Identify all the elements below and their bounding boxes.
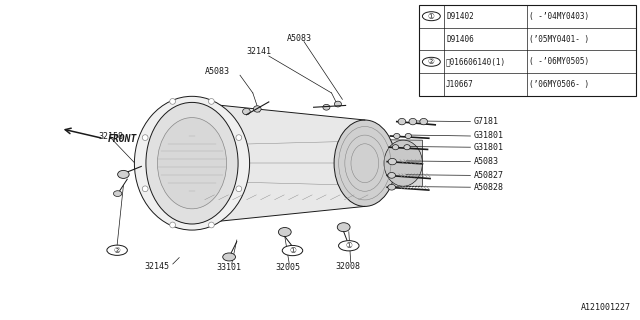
Text: A5083: A5083 [474,157,499,166]
Text: 32158: 32158 [98,132,124,141]
Ellipse shape [243,108,250,115]
Ellipse shape [209,222,214,228]
Text: (’05MY0401- ): (’05MY0401- ) [529,35,589,44]
Ellipse shape [420,118,428,125]
Ellipse shape [388,158,397,165]
Circle shape [107,245,127,255]
Polygon shape [356,140,422,187]
Text: G31801: G31801 [474,132,504,140]
Text: 32145: 32145 [144,262,170,271]
Ellipse shape [170,99,175,104]
Text: (’06MY0506- ): (’06MY0506- ) [529,80,589,89]
Text: ( -’04MY0403): ( -’04MY0403) [529,12,589,21]
Text: FRONT: FRONT [108,134,137,144]
Text: A121001227: A121001227 [580,303,630,312]
Polygon shape [192,102,365,224]
Text: 33101: 33101 [216,263,242,272]
Text: A50828: A50828 [474,183,504,192]
Text: A5083: A5083 [205,68,230,76]
Circle shape [339,241,359,251]
Text: A50827: A50827 [474,171,504,180]
Ellipse shape [142,135,148,140]
Text: D91406: D91406 [446,35,474,44]
Ellipse shape [384,140,422,186]
Ellipse shape [253,106,261,112]
Text: ②: ② [428,57,435,66]
Circle shape [422,12,440,21]
Ellipse shape [134,96,250,230]
Text: ①: ① [346,241,352,250]
Bar [419,5,636,96]
Ellipse shape [223,253,236,261]
Ellipse shape [170,222,175,228]
Text: G31801: G31801 [474,143,504,152]
Ellipse shape [209,99,214,104]
Ellipse shape [405,133,412,139]
Ellipse shape [388,184,396,190]
Ellipse shape [398,118,406,125]
Ellipse shape [404,145,410,150]
Text: G7181: G7181 [474,117,499,126]
Ellipse shape [146,102,238,224]
Text: Ⓑ016606140(1): Ⓑ016606140(1) [446,57,506,66]
Ellipse shape [118,170,129,179]
Text: ①: ① [428,12,435,21]
Ellipse shape [394,133,400,139]
Text: 32005: 32005 [275,263,301,272]
Ellipse shape [409,118,417,125]
Ellipse shape [113,191,122,196]
Text: D91402: D91402 [446,12,474,21]
Ellipse shape [323,104,330,110]
Ellipse shape [157,117,227,209]
Text: ①: ① [289,246,296,255]
Ellipse shape [236,186,242,192]
Text: 32141: 32141 [246,47,272,56]
Circle shape [422,57,440,66]
Circle shape [282,245,303,256]
Ellipse shape [236,135,242,140]
Text: ②: ② [114,246,120,255]
Text: J10667: J10667 [446,80,474,89]
Ellipse shape [142,186,148,192]
Ellipse shape [388,172,396,178]
Ellipse shape [337,223,350,232]
Ellipse shape [335,101,342,107]
Text: A5083: A5083 [287,34,312,43]
Ellipse shape [392,145,399,150]
Text: 32008: 32008 [335,262,360,271]
Ellipse shape [278,228,291,236]
Ellipse shape [334,120,396,206]
Text: ( -’06MY0505): ( -’06MY0505) [529,57,589,66]
